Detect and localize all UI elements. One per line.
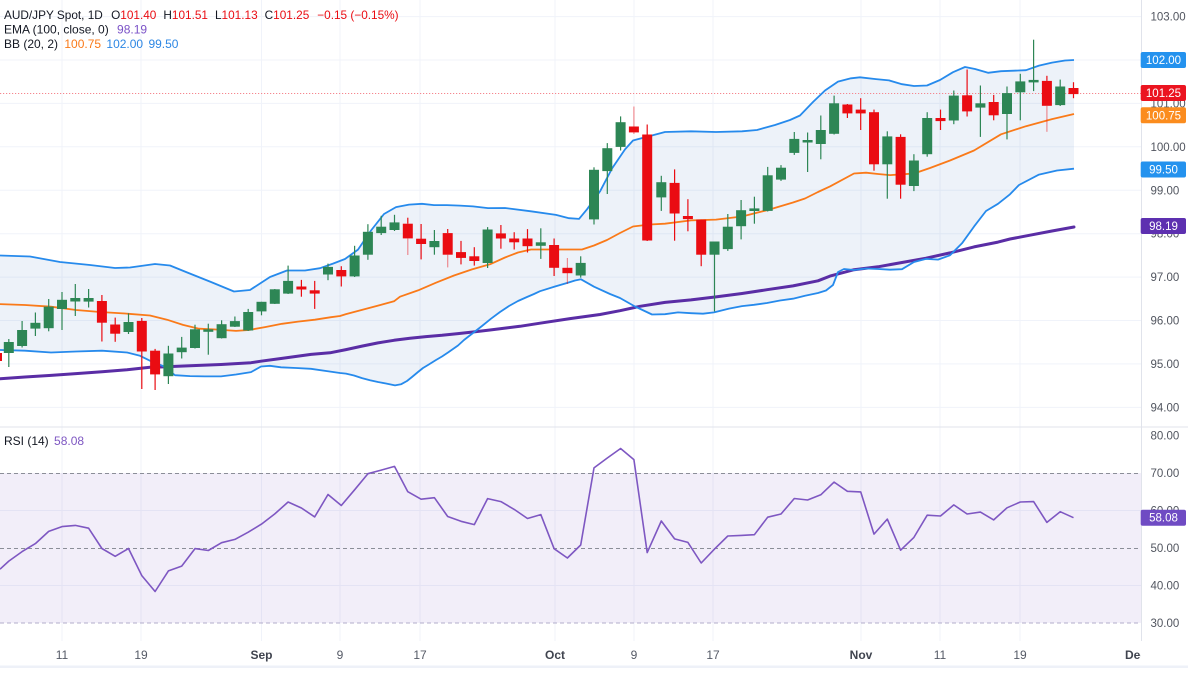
svg-text:99.00: 99.00 — [1151, 185, 1180, 197]
svg-text:17: 17 — [413, 648, 427, 662]
svg-text:11: 11 — [934, 648, 947, 662]
svg-text:94.00: 94.00 — [1151, 402, 1180, 414]
svg-text:102.00: 102.00 — [1146, 55, 1181, 67]
svg-text:70.00: 70.00 — [1151, 468, 1180, 480]
svg-text:100.75: 100.75 — [1146, 110, 1181, 122]
svg-text:RSI (14) 58.08: RSI (14) 58.08 — [4, 434, 84, 448]
svg-text:97.00: 97.00 — [1151, 272, 1180, 284]
svg-text:100.00: 100.00 — [1151, 142, 1186, 154]
svg-text:17: 17 — [706, 648, 720, 662]
svg-text:80.00: 80.00 — [1151, 431, 1180, 443]
svg-text:98.19: 98.19 — [1149, 221, 1178, 233]
svg-text:95.00: 95.00 — [1151, 359, 1180, 371]
svg-text:Dec: Dec — [1125, 648, 1147, 662]
svg-text:99.50: 99.50 — [1149, 165, 1178, 177]
svg-text:30.00: 30.00 — [1151, 618, 1180, 630]
svg-text:9: 9 — [631, 648, 638, 662]
svg-text:40.00: 40.00 — [1151, 581, 1180, 593]
svg-text:50.00: 50.00 — [1151, 543, 1180, 555]
svg-text:58.08: 58.08 — [1149, 513, 1178, 525]
svg-text:19: 19 — [1013, 648, 1027, 662]
svg-text:Sep: Sep — [250, 648, 272, 662]
svg-text:BB (20, 2) 100.75 102.00 99.50: BB (20, 2) 100.75 102.00 99.50 — [4, 37, 179, 51]
svg-text:101.25: 101.25 — [1146, 88, 1181, 100]
svg-text:96.00: 96.00 — [1151, 316, 1180, 328]
svg-text:9: 9 — [337, 648, 344, 662]
svg-text:Oct: Oct — [545, 648, 565, 662]
svg-text:11: 11 — [56, 648, 69, 662]
svg-text:103.00: 103.00 — [1151, 12, 1186, 24]
svg-text:19: 19 — [134, 648, 148, 662]
svg-text:Nov: Nov — [850, 648, 873, 662]
svg-text:EMA (100, close, 0) 98.19: EMA (100, close, 0) 98.19 — [4, 23, 147, 37]
